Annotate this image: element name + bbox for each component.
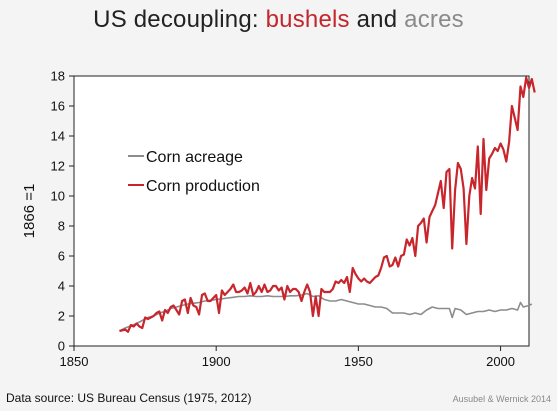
y-axis-label: 1866 =1	[21, 184, 38, 239]
y-tick-label: 12	[51, 159, 65, 174]
x-tick-label: 1900	[202, 354, 231, 369]
title-part-1: US decoupling:	[93, 6, 259, 33]
x-tick-label: 2000	[486, 354, 515, 369]
y-axis: 0 2 4 6 8 10 12 14 16 18	[51, 69, 74, 354]
y-tick-label: 6	[58, 249, 65, 264]
title-part-and: and	[356, 6, 398, 33]
legend-label-production: Corn production	[146, 178, 260, 195]
y-tick-label: 4	[58, 279, 65, 294]
x-axis: 1850 1900 1950 2000	[60, 346, 515, 369]
credit-note: Ausubel & Wernick 2014	[452, 394, 551, 404]
series-lines	[119, 76, 536, 333]
y-tick-label: 14	[51, 129, 65, 144]
y-tick-label: 8	[58, 219, 65, 234]
chart-title: US decoupling: bushels and acres	[0, 6, 557, 34]
x-tick-label: 1950	[344, 354, 373, 369]
title-part-bushels: bushels	[265, 6, 350, 33]
data-source-note: Data source: US Bureau Census (1975, 201…	[6, 391, 252, 405]
y-tick-label: 16	[51, 99, 65, 114]
y-tick-label: 2	[58, 309, 65, 324]
x-tick-label: 1850	[60, 354, 89, 369]
series-line-production	[119, 76, 536, 333]
y-tick-label: 0	[58, 339, 65, 354]
legend-label-acreage: Corn acreage	[146, 149, 243, 166]
title-part-acres: acres	[404, 6, 464, 33]
y-tick-label: 10	[51, 189, 65, 204]
y-tick-label: 18	[51, 69, 65, 84]
plot-area	[73, 75, 530, 347]
legend: Corn acreage Corn production	[128, 149, 260, 195]
